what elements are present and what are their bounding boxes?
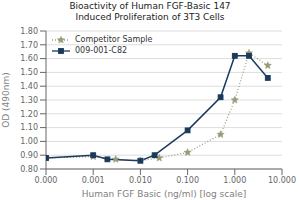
svg-text:10.000: 10.000 <box>268 176 292 185</box>
svg-text:1.000: 1.000 <box>223 176 246 185</box>
svg-text:1.70: 1.70 <box>20 41 38 50</box>
html-text:009-001-C82: 009-001-C82 <box>75 46 128 55</box>
svg-text:Human FGF Basic (ng/ml) [log s: Human FGF Basic (ng/ml) [log scale] <box>82 189 247 199</box>
svg-text:1.20: 1.20 <box>20 110 38 119</box>
svg-text:0.100: 0.100 <box>176 176 199 185</box>
svg-text:1.10: 1.10 <box>20 123 38 132</box>
html-text:Competitor Sample: Competitor Sample <box>75 35 153 44</box>
svg-text:0.90: 0.90 <box>20 151 38 160</box>
html-text:Induced Proliferation of 3T3 C: Induced Proliferation of 3T3 Cells <box>75 12 225 22</box>
svg-text:1.30: 1.30 <box>20 96 38 105</box>
svg-text:1.50: 1.50 <box>20 68 38 77</box>
svg-text:0.001: 0.001 <box>82 176 105 185</box>
svg-text:0.80: 0.80 <box>20 165 38 174</box>
svg-text:1.40: 1.40 <box>20 82 38 91</box>
svg-text:0.010: 0.010 <box>129 176 152 185</box>
html-text:Bioactivity of Human FGF-Basic: Bioactivity of Human FGF-Basic 147 <box>69 1 231 11</box>
svg-text:1.60: 1.60 <box>20 54 38 63</box>
svg-text:0.000: 0.000 <box>35 176 58 185</box>
svg-text:OD (490nm): OD (490nm) <box>8 72 11 128</box>
svg-text:1.80: 1.80 <box>20 27 38 36</box>
svg-text:1.00: 1.00 <box>20 137 38 146</box>
